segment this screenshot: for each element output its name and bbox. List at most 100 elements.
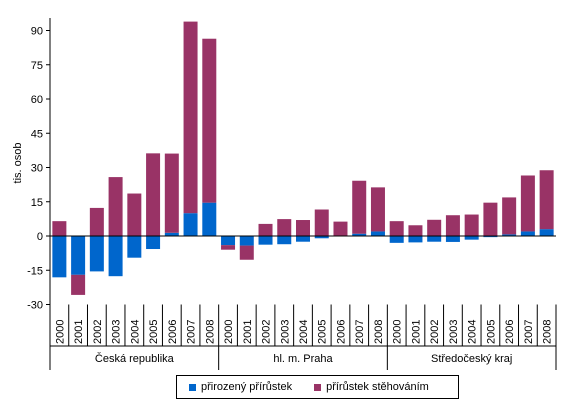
bar-migration — [352, 180, 367, 234]
bar-migration — [502, 197, 517, 235]
year-label: 2001 — [73, 320, 85, 344]
bar-natural — [221, 236, 236, 246]
bar-migration — [370, 187, 385, 232]
bar-natural — [202, 202, 217, 236]
bar-natural — [408, 236, 423, 243]
labels-layer: -30 -15 0 15 30 45 60 75 90 tis. osob 2000 2001 2002… — [12, 26, 554, 366]
y-tick-label: 75 — [31, 60, 43, 72]
bar-natural — [352, 233, 367, 236]
bar-natural — [314, 236, 329, 239]
legend-label-migration: přírůstek stěhováním — [326, 381, 429, 393]
y-tick-label: 0 — [37, 231, 43, 243]
year-label: 2004 — [129, 320, 141, 344]
bar-migration — [333, 221, 348, 236]
y-tick-label: -30 — [27, 300, 43, 312]
bar-natural — [502, 234, 517, 236]
year-label: 2007 — [523, 320, 535, 344]
year-label: 2003 — [279, 320, 291, 344]
year-label: 2008 — [373, 320, 385, 344]
bar-migration — [127, 193, 142, 236]
year-label: 2001 — [410, 320, 422, 344]
year-label: 2000 — [223, 320, 235, 344]
bar-migration — [202, 38, 217, 203]
y-tick-label: 30 — [31, 163, 43, 175]
bar-migration — [296, 220, 310, 236]
y-tick-label: 60 — [31, 94, 43, 106]
bar-migration — [239, 245, 254, 260]
bar-natural — [464, 236, 479, 240]
year-label: 2005 — [317, 320, 329, 344]
bar-migration — [164, 153, 179, 233]
bar-migration — [427, 219, 442, 236]
bar-natural — [52, 236, 67, 278]
bar-migration — [408, 225, 423, 236]
bar-migration — [221, 245, 236, 250]
bar-natural — [296, 236, 310, 242]
bar-migration — [89, 207, 104, 236]
legend-item-natural: přirozený přírůstek — [189, 381, 292, 393]
group-label: hl. m. Praha — [273, 353, 333, 365]
legend-swatch-natural — [189, 383, 196, 391]
year-label: 2001 — [242, 320, 254, 344]
bar-migration — [146, 153, 161, 236]
year-label: 2006 — [504, 320, 516, 344]
year-label: 2004 — [298, 320, 310, 344]
bar-migration — [258, 223, 273, 236]
y-axis-label: tis. osob — [12, 143, 24, 184]
year-label: 2006 — [167, 320, 179, 344]
bars-layer — [52, 21, 554, 295]
bar-natural — [164, 232, 179, 236]
bar-natural — [520, 231, 535, 236]
bar-migration — [277, 219, 292, 236]
year-label: 2002 — [429, 320, 441, 344]
bar-natural — [483, 236, 498, 238]
year-label: 2002 — [261, 320, 273, 344]
group-label: Česká republika — [95, 352, 175, 365]
bar-natural — [445, 236, 460, 242]
legend-label-natural: přirozený přírůstek — [201, 381, 293, 393]
bar-migration — [389, 221, 404, 236]
legend-item-migration: přírůstek stěhováním — [314, 381, 429, 393]
bar-natural — [277, 236, 292, 245]
bar-migration — [445, 215, 460, 236]
year-label: 2003 — [111, 320, 123, 344]
year-label: 2003 — [448, 320, 460, 344]
bar-natural — [539, 229, 554, 236]
year-label: 2005 — [148, 320, 160, 344]
year-label: 2002 — [92, 320, 104, 344]
year-label: 2007 — [186, 320, 198, 344]
group-label: Středočeský kraj — [431, 353, 512, 365]
bar-natural — [146, 236, 161, 250]
bar-migration — [483, 202, 498, 236]
year-label: 2000 — [54, 320, 66, 344]
bar-migration — [464, 214, 479, 236]
legend-swatch-migration — [314, 383, 322, 391]
legend: přirozený přírůstek přírůstek stěhováním — [176, 375, 459, 399]
year-label: 2004 — [467, 320, 479, 344]
y-tick-label: 90 — [31, 26, 43, 38]
year-label: 2005 — [485, 320, 497, 344]
bar-natural — [239, 236, 254, 246]
year-label: 2006 — [335, 320, 347, 344]
bar-migration — [71, 274, 86, 295]
bar-natural — [389, 236, 404, 243]
bar-migration — [520, 175, 535, 232]
bar-migration — [52, 221, 67, 236]
bar-migration — [539, 170, 554, 230]
bar-natural — [258, 236, 273, 245]
bar-natural — [108, 236, 123, 277]
bar-migration — [108, 177, 123, 236]
bar-natural — [127, 236, 142, 258]
year-label: 2000 — [392, 320, 404, 344]
y-tick-label: -15 — [27, 265, 43, 277]
bar-migration — [183, 21, 198, 214]
bar-migration — [314, 209, 329, 236]
bar-natural — [71, 236, 86, 275]
y-tick-label: 45 — [31, 128, 43, 140]
bar-natural — [183, 213, 198, 236]
year-label: 2007 — [354, 320, 366, 344]
bar-natural — [89, 236, 104, 272]
bar-natural — [370, 231, 385, 236]
year-label: 2008 — [542, 320, 554, 344]
